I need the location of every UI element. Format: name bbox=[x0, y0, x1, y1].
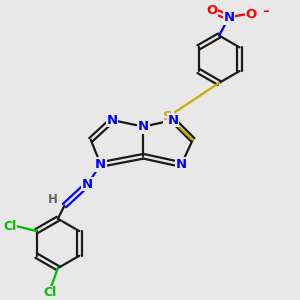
Text: N: N bbox=[167, 114, 178, 127]
Text: Cl: Cl bbox=[43, 286, 56, 299]
Text: H: H bbox=[48, 193, 58, 206]
Text: N: N bbox=[138, 120, 149, 133]
Text: Cl: Cl bbox=[4, 220, 17, 233]
Text: O: O bbox=[245, 8, 256, 21]
Text: N: N bbox=[82, 178, 93, 191]
Text: N: N bbox=[224, 11, 235, 24]
Text: O: O bbox=[206, 4, 218, 17]
Text: N: N bbox=[95, 158, 106, 171]
Text: –: – bbox=[262, 5, 268, 18]
Text: N: N bbox=[176, 158, 187, 171]
Text: N: N bbox=[106, 114, 118, 127]
Text: S: S bbox=[163, 110, 173, 123]
